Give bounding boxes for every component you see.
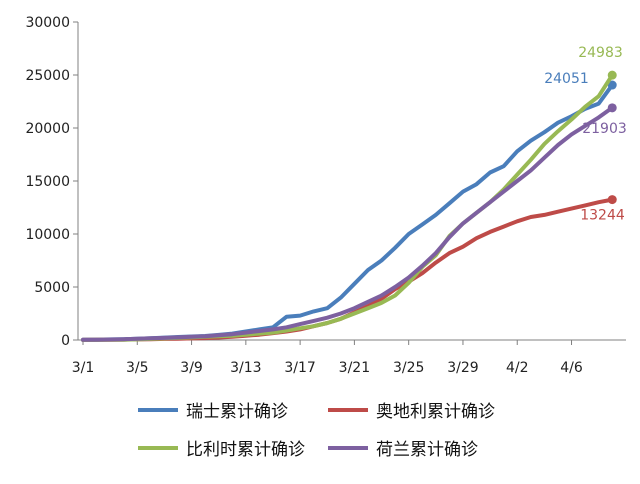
x-tick-label-9: 4/6 [560, 360, 583, 376]
x-axis-ticks: 3/1 3/5 3/9 3/13 3/17 3/21 3/25 3/29 4/2 4/6 [72, 340, 583, 376]
x-tick-label-8: 4/2 [506, 360, 529, 376]
series-end-marker-2 [607, 70, 617, 80]
legend-swatch-2 [138, 445, 178, 450]
series-line-0 [81, 83, 615, 342]
y-tick-label-2: 10000 [25, 227, 70, 243]
legend-label-1: 奥地利累计确诊 [376, 402, 495, 422]
x-tick-label-0: 3/1 [72, 360, 95, 376]
legend-swatch-1 [328, 407, 368, 412]
y-axis-ticks: 0 5000 10000 15000 20000 25000 30000 [25, 15, 78, 349]
legend-label-0: 瑞士累计确诊 [186, 402, 288, 422]
end-value-labels: 24051 13244 24983 21903 [544, 45, 627, 223]
x-tick-label-7: 3/29 [447, 360, 478, 376]
x-tick-label-6: 3/25 [393, 360, 424, 376]
end-value-label-0: 24051 [544, 71, 589, 87]
x-tick-label-5: 3/21 [339, 360, 370, 376]
y-tick-label-3: 15000 [25, 174, 70, 190]
x-tick-label-1: 3/5 [126, 360, 149, 376]
axes [77, 22, 626, 341]
legend-item-3: 荷兰累计确诊 [328, 435, 478, 460]
end-value-label-3: 21903 [582, 121, 627, 137]
legend-label-2: 比利时累计确诊 [186, 440, 305, 460]
legend-label-3: 荷兰累计确诊 [376, 440, 478, 460]
x-tick-label-4: 3/17 [284, 360, 315, 376]
series-end-marker-1 [607, 195, 617, 205]
x-tick-label-2: 3/9 [180, 360, 203, 376]
legend-swatch-0 [138, 407, 178, 412]
legend-item-1: 奥地利累计确诊 [328, 397, 495, 422]
x-tick-label-3: 3/13 [230, 360, 261, 376]
end-value-label-1: 13244 [580, 208, 625, 224]
series-lines [81, 70, 617, 342]
y-tick-label-1: 5000 [34, 280, 70, 296]
y-tick-label-6: 30000 [25, 15, 70, 31]
end-value-label-2: 24983 [578, 45, 623, 61]
legend-item-0: 瑞士累计确诊 [138, 397, 288, 422]
series-end-marker-0 [607, 80, 617, 90]
y-tick-label-4: 20000 [25, 121, 70, 137]
series-line-3 [81, 105, 615, 342]
y-tick-label-5: 25000 [25, 68, 70, 84]
legend-item-2: 比利时累计确诊 [138, 435, 305, 460]
y-tick-label-0: 0 [61, 333, 70, 349]
series-line-1 [81, 197, 615, 342]
series-line-2 [81, 73, 615, 342]
series-end-marker-3 [607, 103, 617, 113]
legend-swatch-3 [328, 445, 368, 450]
